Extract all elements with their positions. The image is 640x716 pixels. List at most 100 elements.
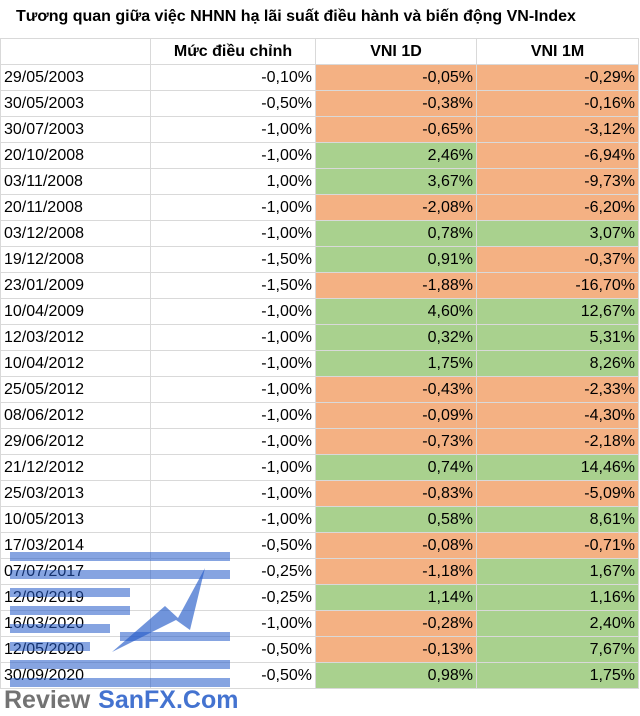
vni-1d-cell[interactable]: 0,78% bbox=[315, 220, 477, 247]
vni-1m-cell[interactable]: -5,09% bbox=[476, 480, 639, 507]
adjustment-cell[interactable]: -1,00% bbox=[150, 298, 316, 325]
vni-1d-cell[interactable]: 0,32% bbox=[315, 324, 477, 351]
date-cell[interactable]: 30/09/2020 bbox=[0, 662, 151, 689]
vni-1d-cell[interactable]: -0,38% bbox=[315, 90, 477, 117]
vni-1d-cell[interactable]: -0,13% bbox=[315, 636, 477, 663]
vni-1m-cell[interactable]: 12,67% bbox=[476, 298, 639, 325]
vni-1m-cell[interactable]: -0,71% bbox=[476, 532, 639, 559]
vni-1m-cell[interactable]: 8,61% bbox=[476, 506, 639, 533]
vni-1d-cell[interactable]: 4,60% bbox=[315, 298, 477, 325]
vni-1d-cell[interactable]: -0,43% bbox=[315, 376, 477, 403]
vni-1m-cell[interactable]: 8,26% bbox=[476, 350, 639, 377]
adjustment-cell[interactable]: -1,00% bbox=[150, 324, 316, 351]
vni-1d-cell[interactable]: -0,65% bbox=[315, 116, 477, 143]
vni-1m-cell[interactable]: 7,67% bbox=[476, 636, 639, 663]
adjustment-cell[interactable]: -1,00% bbox=[150, 194, 316, 221]
date-cell[interactable]: 12/09/2019 bbox=[0, 584, 151, 611]
header-vni-1m[interactable]: VNI 1M bbox=[476, 38, 639, 65]
vni-1d-cell[interactable]: -0,83% bbox=[315, 480, 477, 507]
adjustment-cell[interactable]: -1,00% bbox=[150, 428, 316, 455]
vni-1d-cell[interactable]: 2,46% bbox=[315, 142, 477, 169]
date-cell[interactable]: 20/11/2008 bbox=[0, 194, 151, 221]
vni-1m-cell[interactable]: 2,40% bbox=[476, 610, 639, 637]
adjustment-cell[interactable]: -0,50% bbox=[150, 636, 316, 663]
adjustment-cell[interactable]: 1,00% bbox=[150, 168, 316, 195]
date-cell[interactable]: 29/05/2003 bbox=[0, 64, 151, 91]
vni-1m-cell[interactable]: -16,70% bbox=[476, 272, 639, 299]
vni-1m-cell[interactable]: -2,18% bbox=[476, 428, 639, 455]
date-cell[interactable]: 03/11/2008 bbox=[0, 168, 151, 195]
date-cell[interactable]: 16/03/2020 bbox=[0, 610, 151, 637]
date-cell[interactable]: 10/04/2009 bbox=[0, 298, 151, 325]
vni-1d-cell[interactable]: -0,08% bbox=[315, 532, 477, 559]
adjustment-cell[interactable]: -1,00% bbox=[150, 454, 316, 481]
vni-1m-cell[interactable]: 3,07% bbox=[476, 220, 639, 247]
vni-1d-cell[interactable]: 1,14% bbox=[315, 584, 477, 611]
date-cell[interactable]: 08/06/2012 bbox=[0, 402, 151, 429]
adjustment-cell[interactable]: -1,00% bbox=[150, 610, 316, 637]
vni-1m-cell[interactable]: -0,29% bbox=[476, 64, 639, 91]
vni-1m-cell[interactable]: 14,46% bbox=[476, 454, 639, 481]
adjustment-cell[interactable]: -1,00% bbox=[150, 402, 316, 429]
adjustment-cell[interactable]: -1,00% bbox=[150, 220, 316, 247]
header-adjustment[interactable]: Mức điều chỉnh bbox=[150, 38, 316, 65]
date-cell[interactable]: 19/12/2008 bbox=[0, 246, 151, 273]
vni-1m-cell[interactable]: 5,31% bbox=[476, 324, 639, 351]
vni-1m-cell[interactable]: 1,16% bbox=[476, 584, 639, 611]
adjustment-cell[interactable]: -1,00% bbox=[150, 116, 316, 143]
vni-1m-cell[interactable]: -4,30% bbox=[476, 402, 639, 429]
date-cell[interactable]: 17/03/2014 bbox=[0, 532, 151, 559]
vni-1m-cell[interactable]: -0,16% bbox=[476, 90, 639, 117]
date-cell[interactable]: 10/04/2012 bbox=[0, 350, 151, 377]
adjustment-cell[interactable]: -0,25% bbox=[150, 584, 316, 611]
adjustment-cell[interactable]: -0,50% bbox=[150, 662, 316, 689]
header-date[interactable] bbox=[0, 38, 151, 65]
vni-1m-cell[interactable]: -6,94% bbox=[476, 142, 639, 169]
adjustment-cell[interactable]: -0,10% bbox=[150, 64, 316, 91]
vni-1m-cell[interactable]: -2,33% bbox=[476, 376, 639, 403]
vni-1m-cell[interactable]: 1,67% bbox=[476, 558, 639, 585]
adjustment-cell[interactable]: -1,00% bbox=[150, 506, 316, 533]
vni-1d-cell[interactable]: -2,08% bbox=[315, 194, 477, 221]
adjustment-cell[interactable]: -0,50% bbox=[150, 90, 316, 117]
adjustment-cell[interactable]: -0,50% bbox=[150, 532, 316, 559]
date-cell[interactable]: 20/10/2008 bbox=[0, 142, 151, 169]
vni-1m-cell[interactable]: -3,12% bbox=[476, 116, 639, 143]
vni-1d-cell[interactable]: -1,18% bbox=[315, 558, 477, 585]
date-cell[interactable]: 21/12/2012 bbox=[0, 454, 151, 481]
vni-1m-cell[interactable]: -6,20% bbox=[476, 194, 639, 221]
date-cell[interactable]: 30/05/2003 bbox=[0, 90, 151, 117]
vni-1d-cell[interactable]: -0,05% bbox=[315, 64, 477, 91]
date-cell[interactable]: 12/03/2012 bbox=[0, 324, 151, 351]
header-vni-1d[interactable]: VNI 1D bbox=[315, 38, 477, 65]
date-cell[interactable]: 07/07/2017 bbox=[0, 558, 151, 585]
vni-1d-cell[interactable]: 1,75% bbox=[315, 350, 477, 377]
vni-1d-cell[interactable]: 0,74% bbox=[315, 454, 477, 481]
vni-1d-cell[interactable]: 3,67% bbox=[315, 168, 477, 195]
vni-1d-cell[interactable]: -0,73% bbox=[315, 428, 477, 455]
date-cell[interactable]: 25/05/2012 bbox=[0, 376, 151, 403]
adjustment-cell[interactable]: -0,25% bbox=[150, 558, 316, 585]
vni-1d-cell[interactable]: 0,98% bbox=[315, 662, 477, 689]
adjustment-cell[interactable]: -1,50% bbox=[150, 272, 316, 299]
adjustment-cell[interactable]: -1,00% bbox=[150, 142, 316, 169]
date-cell[interactable]: 25/03/2013 bbox=[0, 480, 151, 507]
adjustment-cell[interactable]: -1,00% bbox=[150, 480, 316, 507]
date-cell[interactable]: 10/05/2013 bbox=[0, 506, 151, 533]
vni-1d-cell[interactable]: -0,28% bbox=[315, 610, 477, 637]
date-cell[interactable]: 03/12/2008 bbox=[0, 220, 151, 247]
date-cell[interactable]: 12/05/2020 bbox=[0, 636, 151, 663]
vni-1m-cell[interactable]: -9,73% bbox=[476, 168, 639, 195]
date-cell[interactable]: 30/07/2003 bbox=[0, 116, 151, 143]
vni-1m-cell[interactable]: -0,37% bbox=[476, 246, 639, 273]
vni-1m-cell[interactable]: 1,75% bbox=[476, 662, 639, 689]
vni-1d-cell[interactable]: -1,88% bbox=[315, 272, 477, 299]
vni-1d-cell[interactable]: 0,58% bbox=[315, 506, 477, 533]
vni-1d-cell[interactable]: -0,09% bbox=[315, 402, 477, 429]
date-cell[interactable]: 29/06/2012 bbox=[0, 428, 151, 455]
adjustment-cell[interactable]: -1,00% bbox=[150, 376, 316, 403]
adjustment-cell[interactable]: -1,50% bbox=[150, 246, 316, 273]
date-cell[interactable]: 23/01/2009 bbox=[0, 272, 151, 299]
vni-1d-cell[interactable]: 0,91% bbox=[315, 246, 477, 273]
adjustment-cell[interactable]: -1,00% bbox=[150, 350, 316, 377]
